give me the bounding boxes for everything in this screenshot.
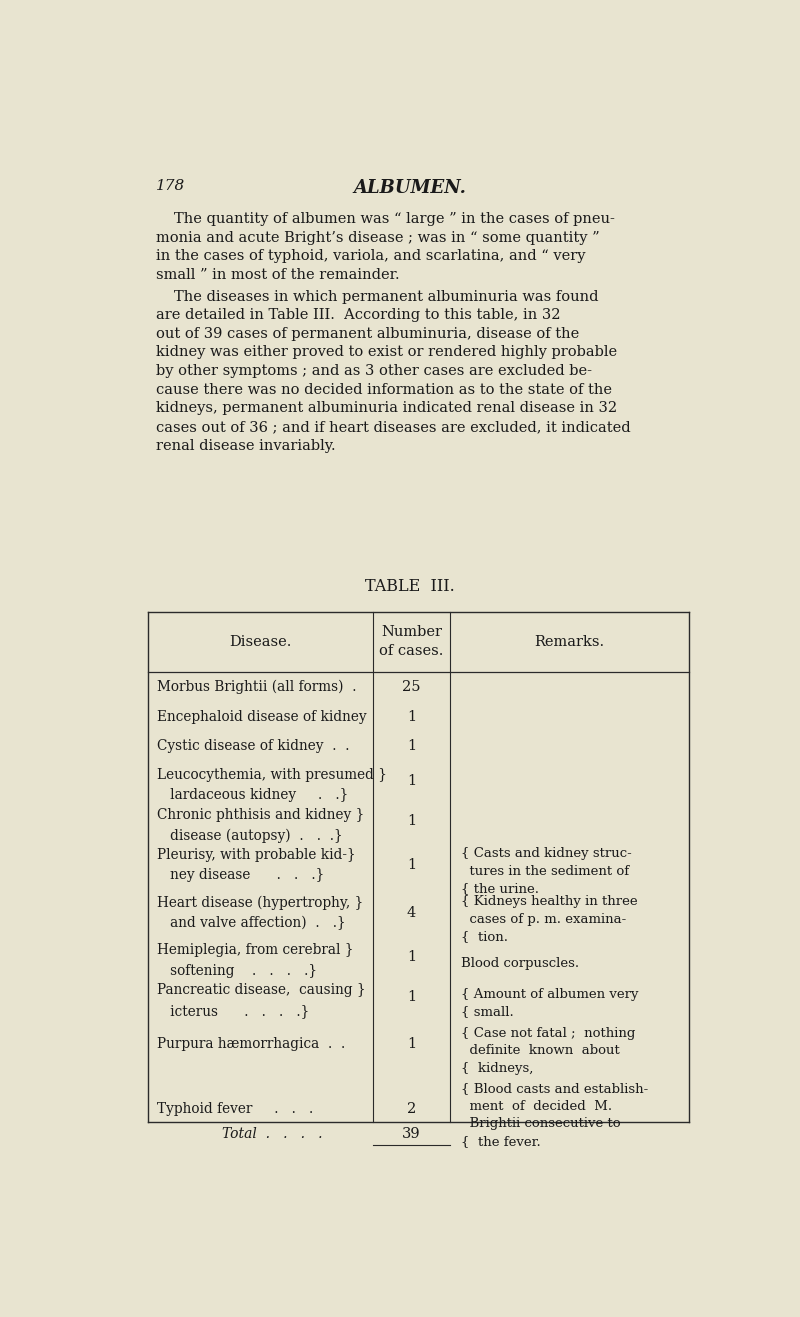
Text: 25: 25: [402, 680, 421, 694]
Text: 1: 1: [407, 989, 416, 1004]
Text: Total  .   .   .   .: Total . . . .: [222, 1126, 322, 1141]
Text: 1: 1: [407, 1038, 416, 1051]
Text: cases of p. m. examina-: cases of p. m. examina-: [461, 913, 626, 926]
Text: cases out of 36 ; and if heart diseases are excluded, it indicated: cases out of 36 ; and if heart diseases …: [156, 420, 630, 435]
Text: Pleurisy, with probable kid-}: Pleurisy, with probable kid-}: [158, 848, 356, 861]
Text: Typhoid fever     .   .   .: Typhoid fever . . .: [158, 1101, 314, 1115]
Text: Blood corpuscles.: Blood corpuscles.: [461, 956, 579, 969]
Text: {  kidneys,: { kidneys,: [461, 1062, 534, 1075]
Text: Remarks.: Remarks.: [534, 635, 605, 648]
Text: { Casts and kidney struc-: { Casts and kidney struc-: [461, 847, 632, 860]
Text: Pancreatic disease,  causing }: Pancreatic disease, causing }: [158, 984, 366, 997]
Text: and valve affection)  .   .}: and valve affection) . .}: [158, 917, 346, 930]
Text: The quantity of albumen was “ large ” in the cases of pneu-: The quantity of albumen was “ large ” in…: [174, 212, 614, 227]
Text: Heart disease (hypertrophy, }: Heart disease (hypertrophy, }: [158, 896, 363, 910]
Text: 2: 2: [407, 1101, 416, 1115]
Text: by other symptoms ; and as 3 other cases are excluded be-: by other symptoms ; and as 3 other cases…: [156, 363, 592, 378]
Text: Disease.: Disease.: [230, 635, 292, 648]
Text: {  tion.: { tion.: [461, 930, 508, 943]
Text: 39: 39: [402, 1126, 421, 1141]
Text: cause there was no decided information as to the state of the: cause there was no decided information a…: [156, 383, 612, 396]
Text: The diseases in which permanent albuminuria was found: The diseases in which permanent albuminu…: [174, 290, 598, 303]
Text: out of 39 cases of permanent albuminuria, disease of the: out of 39 cases of permanent albuminuria…: [156, 327, 579, 341]
Text: TABLE  III.: TABLE III.: [365, 578, 455, 595]
Text: Hemiplegia, from cerebral }: Hemiplegia, from cerebral }: [158, 943, 354, 957]
Text: renal disease invariably.: renal disease invariably.: [156, 439, 335, 453]
Text: softening    .   .   .   .}: softening . . . .}: [158, 964, 318, 977]
Text: Chronic phthisis and kidney }: Chronic phthisis and kidney }: [158, 807, 365, 822]
Text: 1: 1: [407, 774, 416, 788]
Text: Morbus Brightii (all forms)  .: Morbus Brightii (all forms) .: [158, 680, 357, 694]
Text: 4: 4: [407, 906, 416, 919]
Text: 1: 1: [407, 950, 416, 964]
Text: ment  of  decided  M.: ment of decided M.: [461, 1100, 612, 1113]
Text: in the cases of typhoid, variola, and scarlatina, and “ very: in the cases of typhoid, variola, and sc…: [156, 249, 586, 263]
Text: 1: 1: [407, 739, 416, 753]
Text: 1: 1: [407, 814, 416, 828]
Text: { the urine.: { the urine.: [461, 882, 539, 896]
Text: ALBUMEN.: ALBUMEN.: [354, 179, 466, 196]
Text: kidney was either proved to exist or rendered highly probable: kidney was either proved to exist or ren…: [156, 345, 617, 360]
Text: 1: 1: [407, 857, 416, 872]
Text: ney disease      .   .   .}: ney disease . . .}: [158, 868, 325, 882]
Text: { Kidneys healthy in three: { Kidneys healthy in three: [461, 896, 638, 907]
Text: { Case not fatal ;  nothing: { Case not fatal ; nothing: [461, 1026, 635, 1039]
Text: Brightii consecutive to: Brightii consecutive to: [461, 1117, 621, 1130]
Text: { small.: { small.: [461, 1005, 514, 1018]
Text: Encephaloid disease of kidney: Encephaloid disease of kidney: [158, 710, 367, 724]
Text: Number
of cases.: Number of cases.: [379, 626, 444, 657]
Text: small ” in most of the remainder.: small ” in most of the remainder.: [156, 267, 399, 282]
Text: Cystic disease of kidney  .  .: Cystic disease of kidney . .: [158, 739, 350, 753]
Text: lardaceous kidney     .   .}: lardaceous kidney . .}: [158, 789, 349, 802]
Text: icterus      .   .   .   .}: icterus . . . .}: [158, 1004, 310, 1018]
Text: { Amount of albumen very: { Amount of albumen very: [461, 988, 638, 1001]
Text: 1: 1: [407, 710, 416, 724]
Text: { Blood casts and establish-: { Blood casts and establish-: [461, 1083, 648, 1094]
Text: disease (autopsy)  .   .  .}: disease (autopsy) . . .}: [158, 828, 343, 843]
Text: tures in the sediment of: tures in the sediment of: [461, 865, 630, 878]
Text: 178: 178: [156, 179, 185, 192]
Text: definite  known  about: definite known about: [461, 1044, 620, 1058]
Text: kidneys, permanent albuminuria indicated renal disease in 32: kidneys, permanent albuminuria indicated…: [156, 402, 617, 415]
Text: monia and acute Bright’s disease ; was in “ some quantity ”: monia and acute Bright’s disease ; was i…: [156, 230, 599, 245]
Text: are detailed in Table III.  According to this table, in 32: are detailed in Table III. According to …: [156, 308, 560, 323]
Text: {  the fever.: { the fever.: [461, 1135, 541, 1148]
Text: Leucocythemia, with presumed }: Leucocythemia, with presumed }: [158, 768, 387, 782]
Text: Purpura hæmorrhagica  .  .: Purpura hæmorrhagica . .: [158, 1038, 346, 1051]
